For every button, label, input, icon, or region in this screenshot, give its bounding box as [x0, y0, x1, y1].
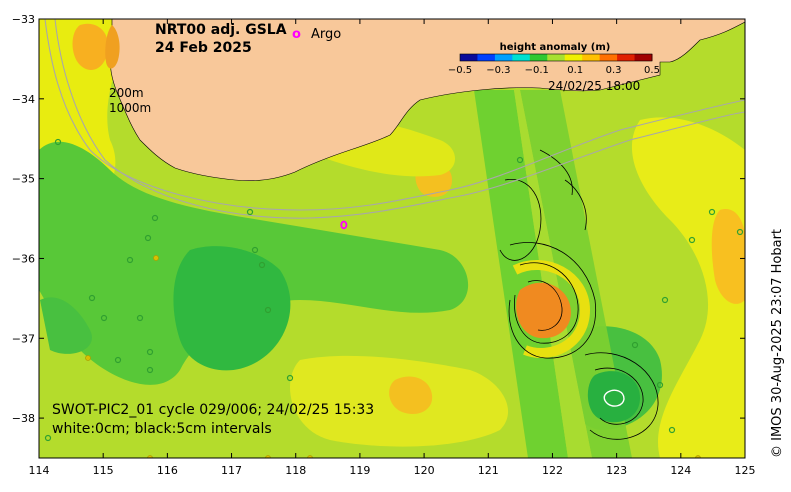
isobath-label-200m: 200m	[109, 86, 144, 100]
x-tick-label: 116	[157, 464, 178, 477]
x-tick-label: 120	[414, 464, 435, 477]
swot-zero-contour	[603, 389, 625, 407]
plot-frame	[38, 18, 746, 459]
isobath-label-1000m: 1000m	[109, 101, 151, 115]
x-tick-label: 123	[606, 464, 627, 477]
swot-yellow-ring	[512, 260, 591, 359]
y-tick-label: −35	[12, 173, 35, 186]
swot-nadir-gap	[514, 90, 592, 458]
swot-orange-eddy	[516, 282, 571, 339]
argo-float-marker	[340, 220, 348, 230]
colorbar-segment	[617, 54, 636, 61]
colorbar-tick-label: −0.3	[486, 65, 510, 76]
drifter-markers-yellow	[85, 255, 701, 458]
x-tick-label: 118	[285, 464, 306, 477]
colorbar-title: height anomaly (m)	[500, 42, 611, 53]
colorbar-tick-label: −0.1	[525, 65, 549, 76]
x-tick-label: 117	[221, 464, 242, 477]
colorbar-segment	[477, 54, 496, 61]
colorbar-segment	[494, 54, 513, 61]
anomaly-green-southwest	[40, 297, 92, 354]
swot-green-eddy	[587, 371, 640, 423]
colorbar-frame	[459, 53, 653, 62]
anomaly-orange-south	[389, 376, 433, 415]
colorbar-segment	[634, 54, 653, 61]
colorbar-tick-label: 0.3	[606, 65, 622, 76]
swot-swath-east	[520, 90, 632, 458]
credit-text: © IMOS 30-Aug-2025 23:07 Hobart	[770, 229, 785, 458]
argo-legend-marker: o	[292, 27, 301, 42]
x-tick-label: 125	[735, 464, 756, 477]
anomaly-field	[39, 19, 745, 458]
colorbar-segment	[529, 54, 548, 61]
x-tick-label: 114	[29, 464, 50, 477]
colorbar-segment	[460, 54, 478, 61]
map-area	[39, 19, 745, 458]
isobath-1000m	[54, 19, 745, 219]
isobath-200m	[44, 19, 745, 211]
isobath-lines	[44, 19, 745, 219]
anomaly-yellow-east	[631, 117, 745, 458]
land-orange-coast	[105, 25, 120, 69]
colorbar-segment	[547, 54, 566, 61]
title-line-2: 24 Feb 2025	[155, 40, 252, 56]
y-tick-label: −36	[12, 252, 35, 265]
y-tick-label: −33	[12, 13, 35, 26]
anomaly-orange-northwest	[72, 23, 109, 70]
colorbar-tick-label: 0.5	[644, 65, 660, 76]
colorbar-segment	[512, 54, 531, 61]
y-axis: −33 −34 −35 −36 −37 −38	[12, 13, 745, 425]
swot-contours	[499, 149, 659, 440]
swot-swath-west	[474, 90, 568, 458]
colorbar-tick-label: −0.5	[448, 65, 472, 76]
anomaly-darkgreen-west	[173, 246, 291, 371]
x-tick-label: 115	[93, 464, 114, 477]
swot-time-label: 24/02/25 18:00	[548, 79, 640, 93]
x-tick-label: 119	[349, 464, 370, 477]
drifter-markers	[44, 138, 744, 442]
argo-legend-label: Argo	[311, 27, 341, 42]
title-line-1: NRT00 adj. GSLA	[155, 22, 287, 38]
colorbar-segment	[599, 54, 618, 61]
y-tick-label: −38	[12, 412, 35, 425]
x-tick-label: 122	[542, 464, 563, 477]
colorbar-bar	[459, 53, 653, 62]
colorbar-segment	[564, 54, 583, 61]
colorbar-ticks: −0.5 −0.3 −0.1 0.1 0.3 0.5	[448, 65, 660, 76]
swot-swaths	[474, 90, 640, 458]
caption-line-2: white:0cm; black:5cm intervals	[52, 421, 272, 437]
y-tick-label: −37	[12, 332, 35, 345]
x-axis: 114 115 116 117 118 119 120 121 122 123 124 125	[29, 19, 756, 477]
anomaly-orange-east	[711, 209, 745, 304]
x-tick-label: 124	[670, 464, 691, 477]
colorbar-tick-label: 0.1	[567, 65, 583, 76]
colorbar: height anomaly (m) −0.5 −0.3 −0.1 0.1 0.3 0.5	[448, 42, 660, 76]
colorbar-segment	[582, 54, 601, 61]
argo-float-layer	[340, 220, 348, 230]
x-tick-label: 121	[478, 464, 499, 477]
y-tick-label: −34	[12, 93, 35, 106]
caption-line-1: SWOT-PIC2_01 cycle 029/006; 24/02/25 15:…	[52, 402, 374, 418]
